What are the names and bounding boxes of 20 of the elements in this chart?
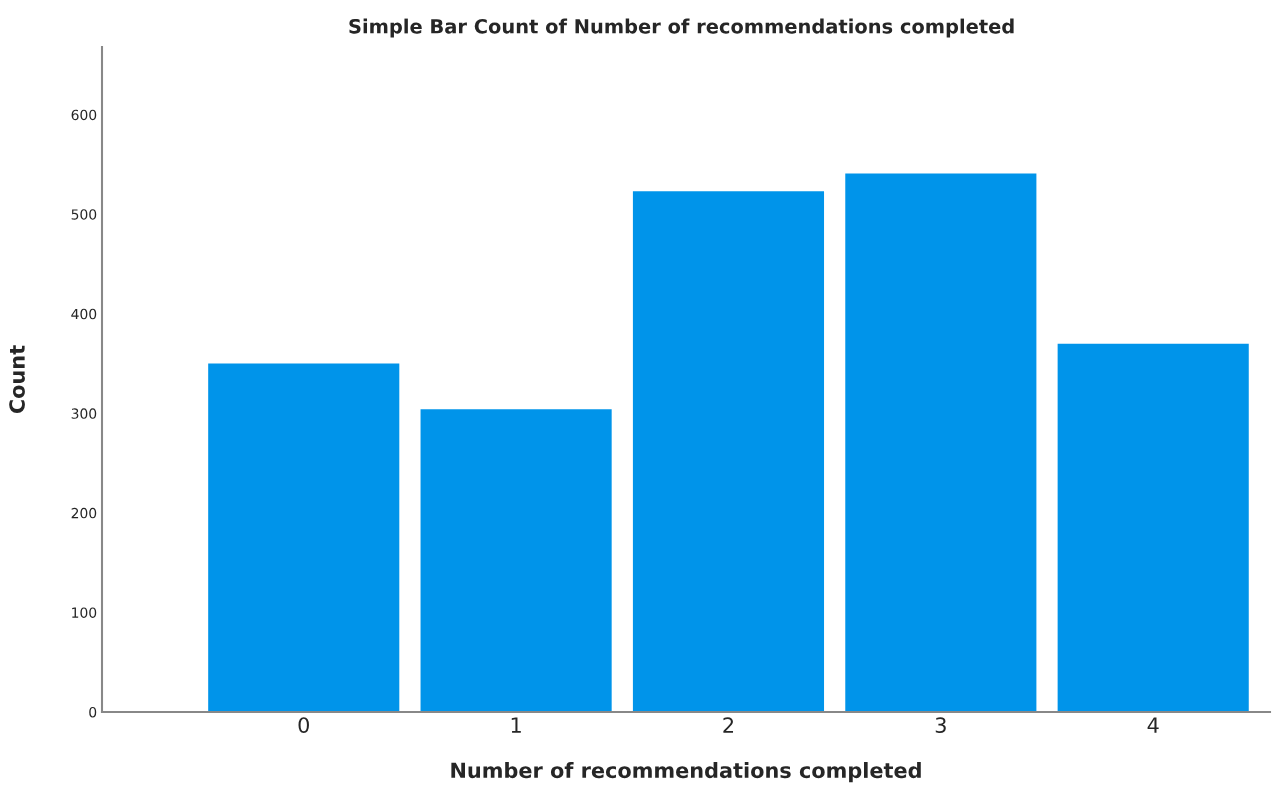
y-tick-label: 200 [71,507,97,519]
bar [632,191,825,712]
y-tick-label: 400 [71,308,97,320]
bar [845,173,1037,712]
bar [1057,343,1249,712]
x-tick-label: 2 [723,717,734,733]
bar [208,363,400,712]
y-tick-label: 100 [72,607,97,618]
y-tick-label: 300 [71,408,97,419]
x-tick-label: 4 [1147,717,1159,733]
chart-title: Simple Bar Count of Number of recommendations completed [349,18,1014,38]
y-tick-label: 0 [89,706,97,718]
x-axis-title: Number of recommendations completed [451,762,921,783]
x-tick-label: 1 [511,717,521,733]
y-axis-title: Count [9,345,25,414]
x-tick-label: 0 [298,717,309,733]
y-tick-label: 600 [71,109,97,121]
y-tick-label: 500 [71,209,97,220]
bar [420,409,612,712]
x-tick-label: 3 [935,717,946,733]
